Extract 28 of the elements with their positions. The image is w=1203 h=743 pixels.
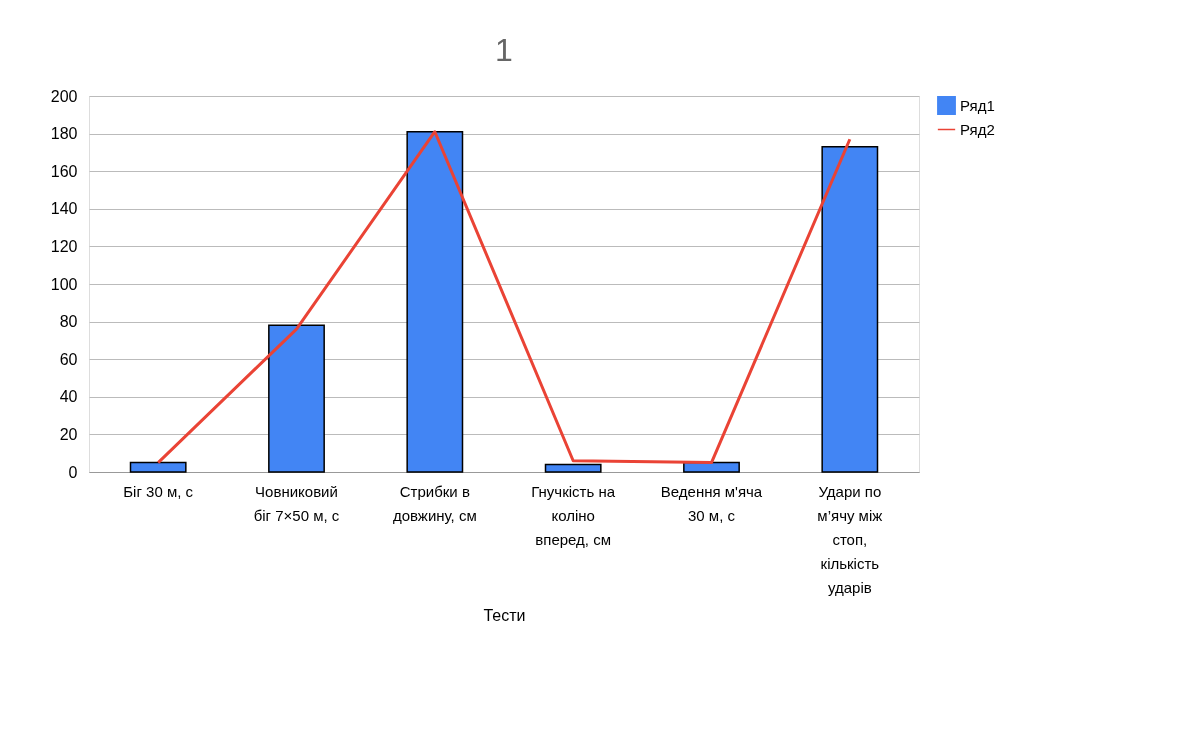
bar <box>821 146 879 473</box>
y-tick-label: 20 <box>59 425 78 443</box>
line-series <box>156 130 852 465</box>
x-tick-label: Човниковий біг 7×50 м, с <box>253 482 340 524</box>
y-tick-label: 200 <box>50 87 78 105</box>
y-tick-label: 0 <box>68 463 78 481</box>
x-tick-label: Ведення м'яча 30 м, с <box>660 482 763 524</box>
y-tick-label: 40 <box>59 388 78 406</box>
legend-label: Ряд2 <box>960 120 995 138</box>
y-tick-label: 140 <box>50 200 78 218</box>
chart-title: 1 <box>495 32 513 68</box>
y-tick-label: 100 <box>50 275 78 293</box>
y-tick-label: 160 <box>50 162 78 180</box>
x-tick-label: Удари по м’ячу між стоп, кількість ударів <box>817 482 883 596</box>
y-tick-label: 80 <box>59 313 78 331</box>
x-tick-label: Стрибки в довжину, см <box>392 482 477 524</box>
bar <box>268 324 325 473</box>
y-tick-label: 180 <box>50 125 78 143</box>
bar <box>129 461 187 473</box>
y-tick-label: 120 <box>50 237 78 255</box>
x-axis-title: Тести <box>483 606 526 624</box>
bar <box>544 463 602 473</box>
bar <box>406 130 464 473</box>
y-tick-label: 60 <box>59 350 78 368</box>
x-tick-label: Гнучкість на коліно вперед, см <box>531 482 616 548</box>
x-tick-label: Біг 30 м, с <box>123 482 194 500</box>
legend-label: Ряд1 <box>960 96 995 114</box>
bar <box>683 461 740 473</box>
